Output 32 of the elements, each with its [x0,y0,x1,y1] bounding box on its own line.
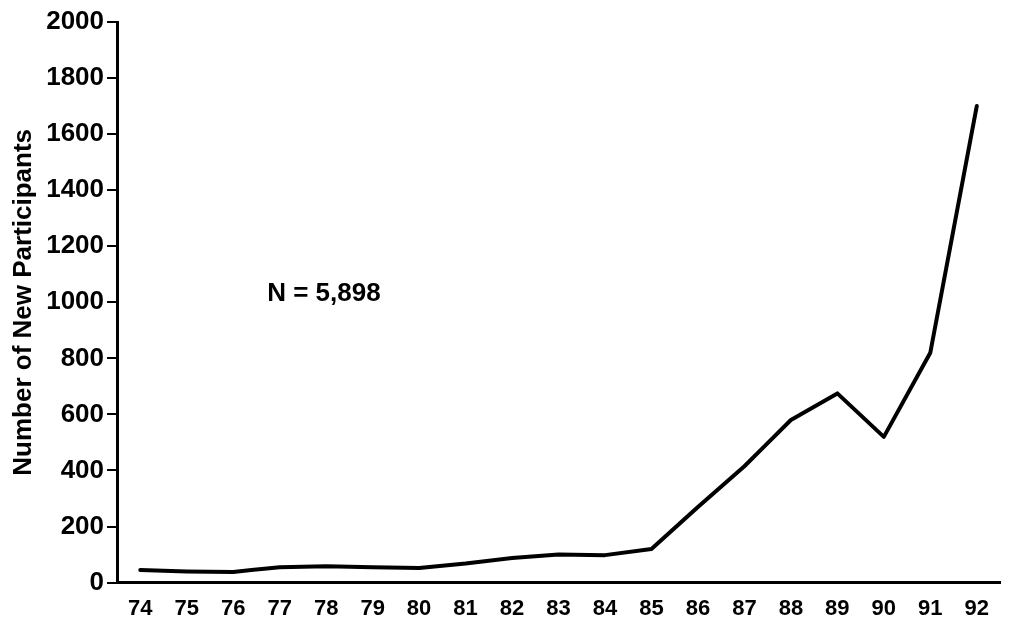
annotation: N = 5,898 [267,277,381,308]
y-tick-label: 800 [60,341,105,372]
y-tick-label: 400 [60,453,105,484]
x-tick-label: 90 [871,594,897,620]
y-tick-label: 1600 [46,117,105,148]
y-tick-label: 1000 [46,285,105,316]
x-tick-label: 82 [499,594,525,620]
y-tick-label: 1400 [46,173,105,204]
x-tick-label: 79 [360,594,385,620]
y-axis-title: Number of New Participants [6,128,37,476]
x-tick-label: 84 [592,594,618,620]
x-tick-label: 91 [918,594,943,620]
y-tick-label: 1800 [46,61,105,92]
x-tick-label: 78 [313,594,339,620]
x-tick-label: 88 [778,594,804,620]
y-tick-label: 0 [89,565,105,596]
x-tick-label: 83 [546,594,571,620]
x-tick-label: 89 [825,594,850,620]
y-tick-label: 600 [60,397,105,428]
x-tick-label: 85 [639,594,664,620]
x-tick-label: 76 [220,594,246,620]
x-tick-label: 75 [174,594,199,620]
x-tick-label: 86 [685,594,711,620]
y-tick-label: 200 [60,509,105,540]
x-tick-label: 87 [732,594,757,620]
x-tick-label: 80 [406,594,432,620]
x-tick-label: 77 [267,594,292,620]
x-tick-label: 92 [964,594,990,620]
y-tick-label: 2000 [46,5,105,36]
x-tick-label: 81 [453,594,478,620]
x-tick-label: 74 [128,594,154,620]
y-tick-label: 1200 [46,229,105,260]
